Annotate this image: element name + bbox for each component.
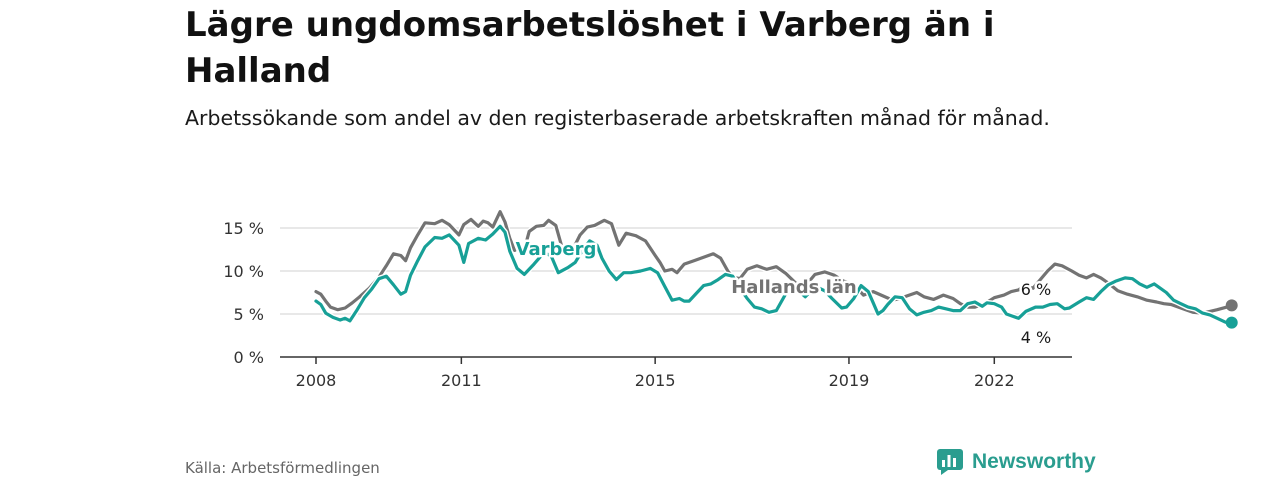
series-labels: Varberg Hallands län 6 % 4 % [513,237,1054,350]
x-axis-ticks: 2008 2011 2015 2019 2022 [296,357,1015,390]
varberg-end-value: 4 % [1021,328,1051,347]
chart-title: Lägre ungdomsarbetslöshet i Varberg än i… [185,5,995,91]
y-tick-label: 15 % [223,219,264,238]
halland-label: Hallands län [731,277,857,298]
source-note: Källa: Arbetsförmedlingen [185,459,380,477]
y-tick-label: 10 % [223,262,264,281]
x-tick-label: 2022 [974,371,1015,390]
halland-end-dot [1225,299,1238,312]
x-tick-label: 2019 [829,371,870,390]
varberg-label: Varberg [516,239,597,260]
brand-name: Newsworthy [972,450,1096,473]
newsworthy-logo-icon [937,449,963,475]
halland-end-value: 6 % [1021,280,1051,299]
x-tick-label: 2008 [296,371,337,390]
y-axis-ticks: 0 % 5 % 10 % 15 % [223,219,264,367]
varberg-line [314,224,1234,326]
x-tick-label: 2011 [441,371,482,390]
y-tick-label: 5 % [234,305,264,324]
halland-line [314,210,1234,315]
varberg-end-dot [1225,316,1238,329]
y-tick-label: 0 % [234,348,264,367]
x-tick-label: 2015 [635,371,676,390]
newsworthy-logo[interactable]: Newsworthy [937,449,1096,475]
chart-subtitle: Arbetssökande som andel av den registerb… [185,106,1050,130]
series-lines [313,208,1238,329]
